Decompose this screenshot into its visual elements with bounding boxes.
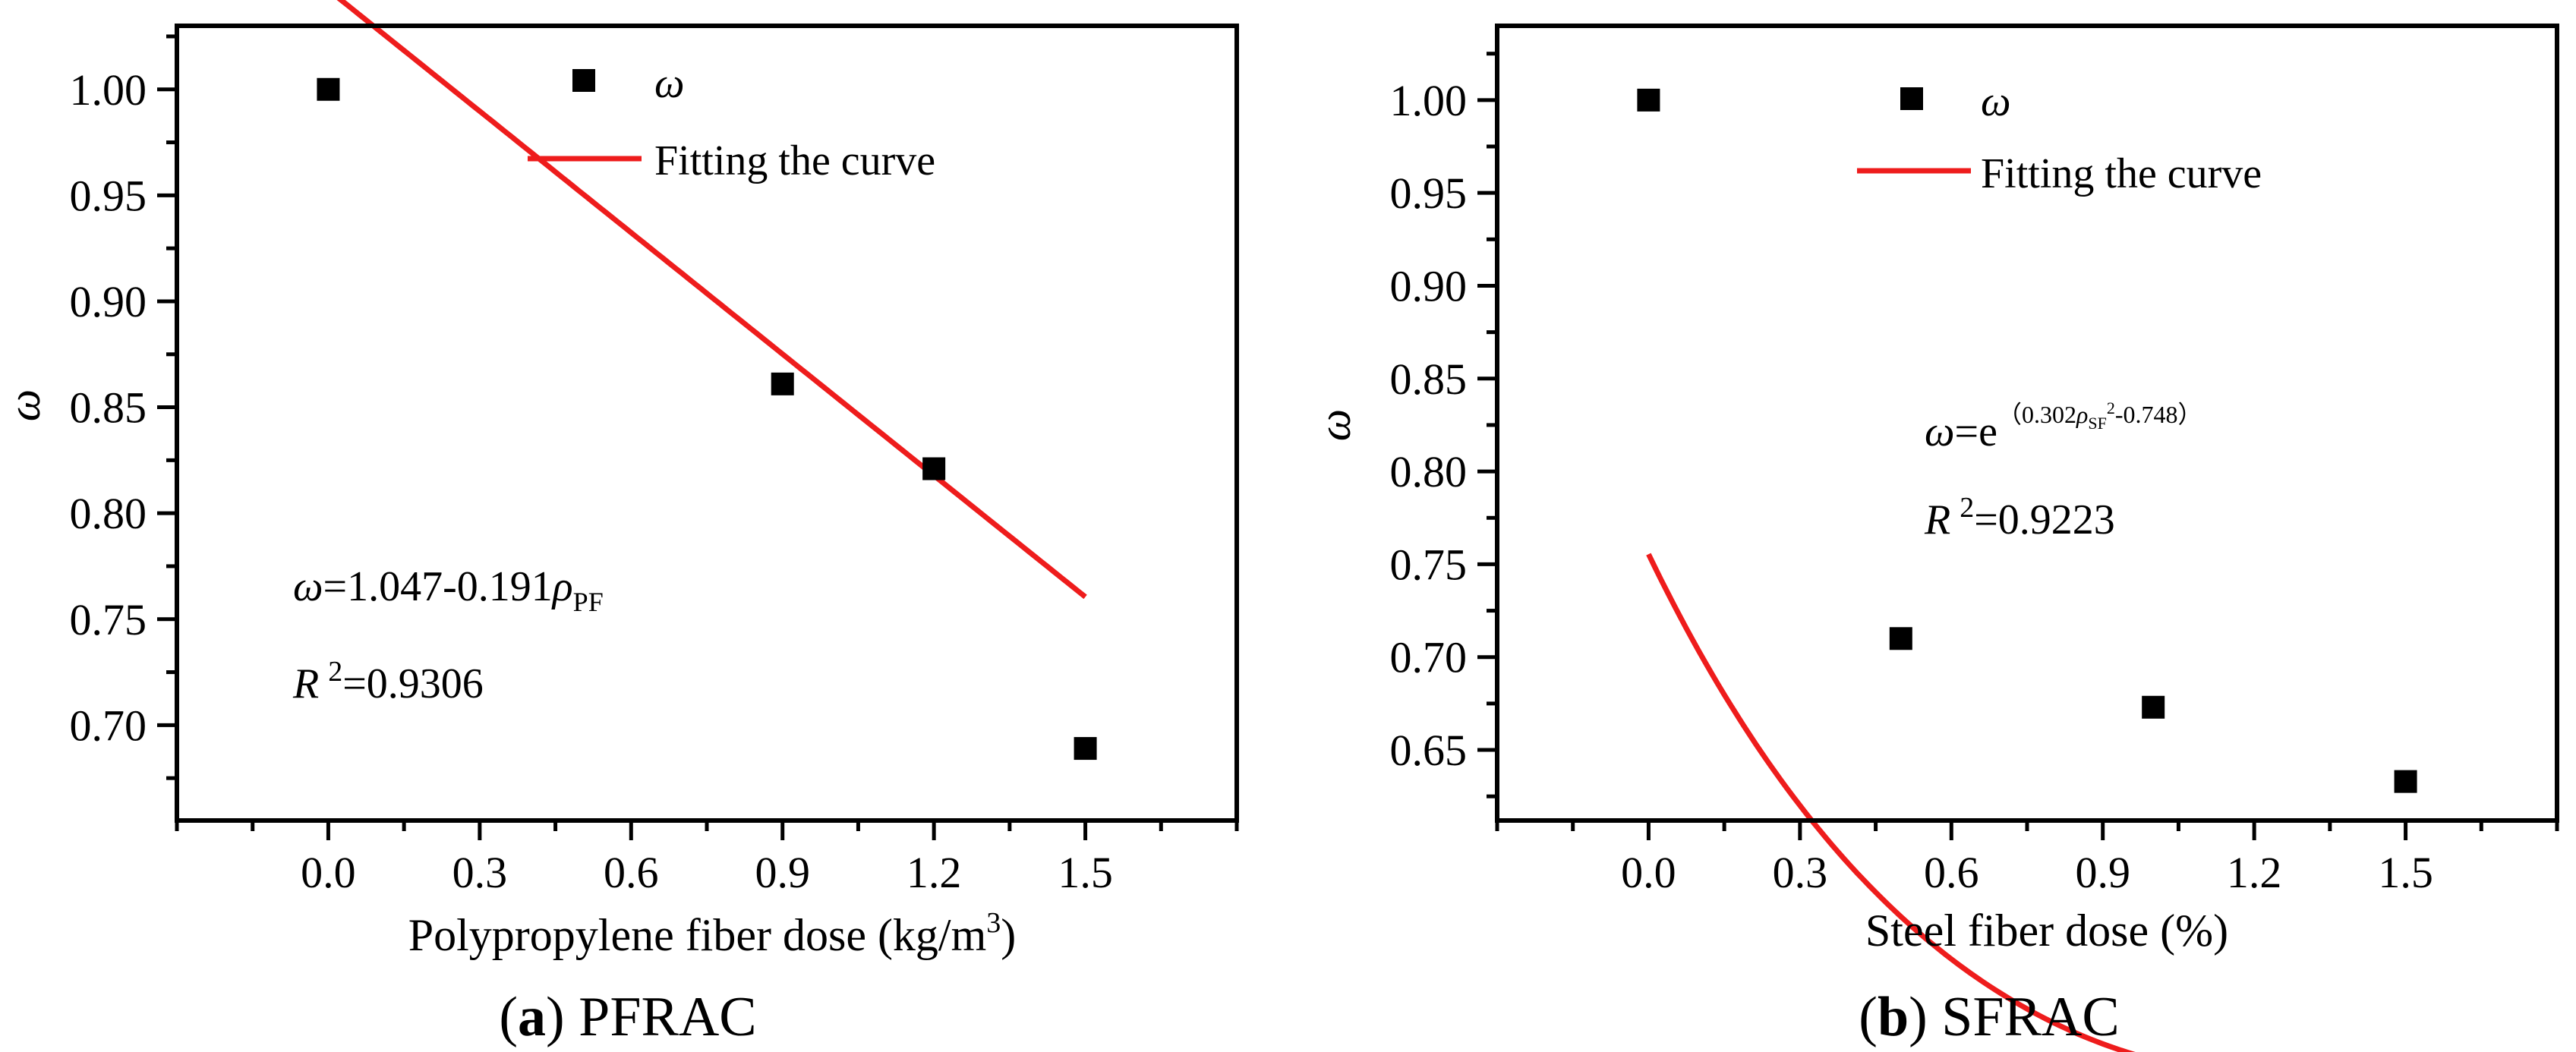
panel-a-data-points [317,77,1097,761]
panel-a-legend: ω Fitting the curve [528,60,935,184]
x-tick-label: 1.5 [2378,848,2433,897]
x-tick-label: 1.2 [2227,848,2282,897]
panel-b-fit-line [1646,553,2136,1052]
data-point [1889,627,1912,650]
y-tick-label: 1.00 [70,65,147,115]
y-tick-label: 0.65 [1390,726,1468,775]
y-tick-label: 0.70 [1390,633,1468,682]
panel-a: 0.0 0.3 0.6 0.9 1.2 1.5 0.70 0.75 0.80 0.85 0.90 0.… [0,0,1239,1048]
panel-b-legend-marker-label: ω [1981,78,2011,125]
x-tick-label: 0.6 [1924,848,1979,897]
data-point [2394,770,2417,793]
y-tick-label: 0.80 [1390,447,1468,496]
data-point [1074,737,1097,761]
x-tick-label: 0.0 [301,848,356,897]
panel-a-caption: (a) PFRAC [499,986,756,1048]
y-tick-label: 1.00 [1390,76,1468,125]
data-point [317,77,340,101]
x-tick-label: 0.9 [755,848,810,897]
panel-b-legend-line-label: Fitting the curve [1981,150,2262,197]
x-tick-label: 0.9 [2075,848,2130,897]
y-tick-label: 0.90 [1390,261,1468,310]
data-point [2142,695,2165,719]
panel-a-fit-line [336,0,1087,600]
panel-b-x-axis-label: Steel fiber dose (%) [1865,906,2228,956]
panel-b-tick-labels: 0.0 0.3 0.6 0.9 1.2 1.5 0.65 0.70 0.75 0.80 0.85 0.… [1390,76,2433,897]
x-tick-label: 0.6 [604,848,659,897]
fit-curve [1646,553,2136,1052]
fit-curve [336,0,1087,600]
panel-b-y-axis-label: ω [1310,409,1360,441]
y-tick-label: 0.95 [70,171,147,220]
panel-a-legend-marker-label: ω [654,60,685,107]
panel-a-tick-labels: 0.0 0.3 0.6 0.9 1.2 1.5 0.70 0.75 0.80 0.85 0.90 0.… [70,65,1113,897]
y-tick-label: 0.85 [70,383,147,433]
panel-b-legend-marker [1900,87,1923,110]
panel-a-x-axis-label: Polypropylene fiber dose (kg/m3) [408,907,1017,960]
panel-a-legend-line-label: Fitting the curve [654,137,935,184]
panel-a-plot-frame [175,24,1239,823]
data-point [1637,88,1660,112]
panel-b-data-points [1637,88,2417,793]
data-point [771,372,794,395]
x-tick-label: 0.0 [1621,848,1676,897]
panel-b-legend: ω Fitting the curve [1857,78,2262,197]
panel-a-fit-equation: ω=1.047-0.191ρPF [293,563,604,617]
panel-b-r-squared: R 2=0.9223 [1924,492,2115,543]
y-tick-label: 0.80 [70,489,147,538]
x-tick-label: 0.3 [1773,848,1828,897]
x-tick-label: 0.3 [452,848,508,897]
x-tick-label: 1.2 [906,848,962,897]
y-tick-label: 0.85 [1390,354,1468,404]
y-tick-label: 0.90 [70,277,147,326]
panel-b-caption: (b) SFRAC [1859,986,2119,1048]
panel-a-r-squared: R 2=0.9306 [292,656,484,707]
panel-a-y-axis-label: ω [0,389,49,421]
panel-b-plot-frame [1495,24,2559,823]
y-tick-label: 0.75 [70,595,147,644]
y-tick-label: 0.70 [70,701,147,750]
panel-b-tick-marks [1477,52,2559,840]
y-tick-label: 0.95 [1390,169,1468,218]
x-tick-label: 1.5 [1058,848,1113,897]
panel-b-fit-equation: ω=e（0.302ρSF2-0.748） [1925,398,2202,455]
data-point [922,457,946,480]
panel-a-legend-marker [572,69,595,92]
y-tick-label: 0.75 [1390,540,1468,589]
panel-b: 0.0 0.3 0.6 0.9 1.2 1.5 0.65 0.70 0.75 0.80 0.85 0.… [1310,24,2559,1052]
